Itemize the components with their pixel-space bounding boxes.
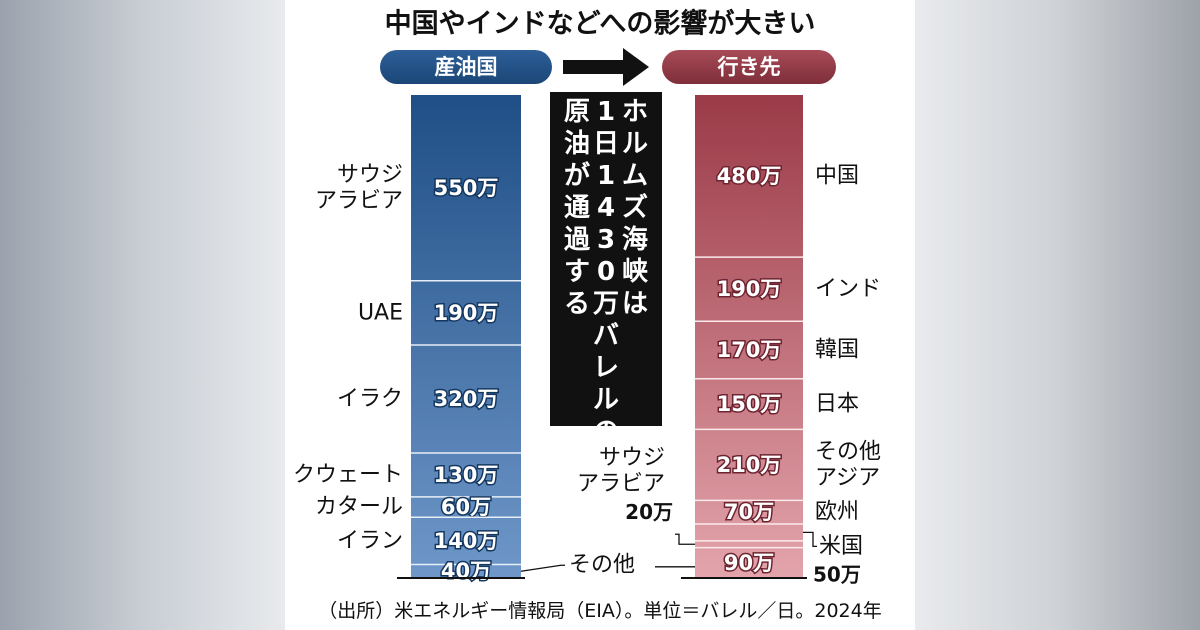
destination-category-label: アラビア: [577, 472, 665, 497]
producer-category-label: カタール: [315, 495, 403, 520]
producer-value-label: 130万: [434, 463, 499, 487]
note-text-char: 通: [564, 193, 590, 223]
note-text-char: す: [564, 257, 590, 287]
producer-category-label: イラン: [337, 528, 403, 553]
note-text-char: バ: [593, 321, 619, 351]
note-text-char: レ: [593, 353, 619, 383]
note-text-char: 1: [597, 161, 615, 191]
destination-category-label: アジア: [815, 465, 880, 490]
note-text-char: る: [564, 289, 590, 319]
destination-leader-line: [675, 533, 695, 545]
note-text-char: の: [593, 417, 619, 447]
destination-value-label: 90万: [724, 551, 774, 575]
producer-value-label: 320万: [434, 387, 499, 411]
note-box: [550, 92, 662, 426]
note-text-char: 峡: [622, 257, 649, 287]
destination-value-label: 70万: [724, 500, 774, 524]
destination-category-label: 日本: [815, 392, 859, 417]
producer-category-label: イラク: [337, 386, 403, 411]
destination-category-label: 欧州: [815, 500, 859, 525]
note-text-char: 0: [597, 257, 615, 287]
destination-bar: [695, 95, 803, 578]
destination-value-label: 210万: [717, 453, 782, 477]
destination-value-label: 20万: [625, 500, 673, 524]
destination-category-label: 米国: [819, 534, 863, 559]
note-text-char: ズ: [622, 192, 648, 223]
producer-category-label: アラビア: [315, 188, 403, 213]
producer-category-label: UAE: [358, 300, 403, 325]
producer-value-label: 190万: [434, 301, 499, 325]
flow-arrow-head: [623, 48, 649, 86]
header-producers-label: 産油国: [435, 55, 498, 79]
note-text-char: 過: [564, 225, 591, 255]
note-text-char: ム: [622, 161, 648, 191]
header-destinations: [662, 50, 836, 84]
note-text-char: 日: [593, 129, 619, 159]
producer-value-label: 60万: [441, 495, 491, 519]
destination-value-label: 50万: [813, 562, 861, 586]
producer-category-label: クウェート: [293, 462, 403, 487]
note-text-char: 海: [622, 225, 648, 255]
note-text-char: ホ: [622, 97, 648, 127]
producer-category-label: その他: [569, 553, 635, 578]
source-note: （出所）米エネルギー情報局（EIA）。単位＝バレル／日。2024年: [318, 600, 882, 622]
note-text-char: 万: [593, 289, 619, 319]
destination-value-label: 150万: [717, 392, 782, 416]
producer-value-label: 140万: [434, 529, 499, 553]
destination-category-label: 韓国: [815, 338, 859, 363]
destination-segment-7: [695, 524, 803, 541]
producer-leader-line: [520, 564, 565, 572]
flow-arrow-shaft: [563, 60, 625, 74]
destination-value-label: 170万: [717, 338, 782, 362]
infographic-card: 中国やインドなどへの影響が大きい 産油国 行き先 550万 サウジ アラビア 190万 UAE…: [285, 0, 915, 630]
producer-value-label: 550万: [434, 176, 499, 200]
destination-category-label: 中国: [815, 164, 859, 189]
header-destinations-label: 行き先: [717, 55, 781, 79]
destination-category-label: その他: [815, 439, 881, 464]
destination-leader-line: [803, 531, 817, 548]
destination-category-label: インド: [815, 277, 881, 302]
destination-segment-8: [695, 541, 803, 548]
chart-title: 中国やインドなどへの影響が大きい: [385, 8, 816, 40]
note-text-char: 油: [564, 129, 590, 159]
note-text-char: ル: [593, 385, 619, 415]
note-text-char: 3: [597, 225, 615, 255]
note-text-char: 原: [564, 97, 590, 127]
note-text-char: が: [564, 160, 590, 191]
note-text-char: ル: [622, 129, 648, 159]
note-text-char: 4: [597, 193, 615, 223]
destination-category-label: サウジ: [599, 446, 665, 471]
note-text-char: 1: [597, 97, 615, 127]
producer-category-label: サウジ: [337, 162, 403, 187]
header-producers: [380, 50, 552, 84]
destination-value-label: 190万: [717, 277, 782, 301]
note-text-char: は: [622, 289, 648, 319]
destination-value-label: 480万: [717, 164, 782, 188]
producer-value-label: 40万: [441, 559, 491, 583]
